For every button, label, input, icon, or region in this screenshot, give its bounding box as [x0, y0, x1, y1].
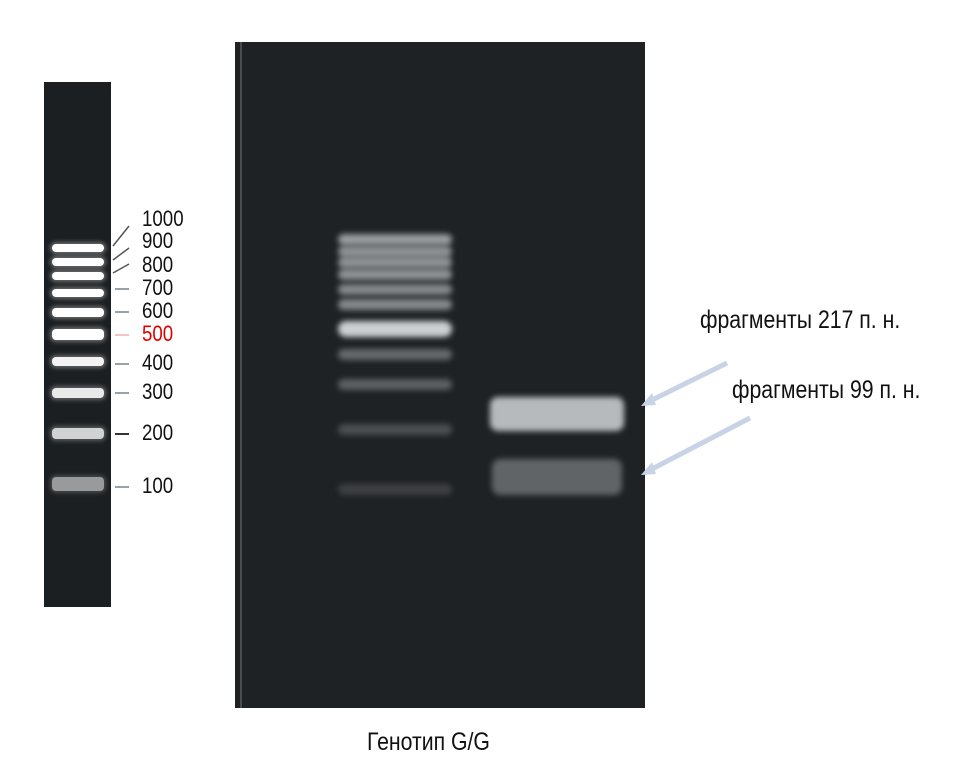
- ladder-band: [52, 272, 104, 280]
- ladder-label: 600: [142, 298, 174, 323]
- ladder-band: [52, 356, 104, 366]
- gel-ladder-band: [338, 257, 452, 268]
- ladder-tick: [115, 311, 129, 313]
- gel-ladder-band: [338, 379, 452, 390]
- gel-ladder-band: [338, 284, 452, 295]
- gel-ladder-band: [338, 349, 452, 360]
- ladder-tick: [115, 334, 129, 336]
- band-217bp: [490, 397, 624, 431]
- gel-ladder-band: [338, 484, 452, 495]
- band-99bp: [492, 459, 622, 495]
- gel-edge-line: [240, 42, 242, 708]
- ladder-label: 400: [142, 350, 174, 375]
- gel-ladder-band: [338, 234, 452, 245]
- ladder-tick: [112, 225, 130, 247]
- ladder-label: 300: [142, 379, 174, 404]
- ladder-band: [52, 307, 104, 317]
- ladder-band: [52, 328, 104, 340]
- genotype-caption: Генотип G/G: [367, 728, 490, 756]
- ladder-label: 800: [142, 252, 174, 277]
- ladder-band: [52, 244, 104, 252]
- arrow-217-head: [641, 393, 656, 406]
- ladder-tick: [115, 288, 129, 290]
- gel-ladder-band: [338, 269, 452, 280]
- gel-ladder-band: [338, 321, 452, 337]
- ladder-band: [52, 477, 104, 491]
- gel-image: [235, 42, 645, 708]
- ladder-tick: [115, 433, 129, 435]
- arrow-99-head: [641, 462, 656, 475]
- ladder-tick: [115, 392, 129, 394]
- ladder-band: [52, 289, 104, 297]
- ladder-band: [52, 427, 104, 439]
- ladder-band: [52, 258, 104, 266]
- arrow-99: [650, 415, 752, 472]
- dna-ladder-strip: [44, 82, 111, 607]
- ladder-label: 700: [142, 275, 174, 300]
- ladder-band: [52, 388, 104, 398]
- ladder-tick: [112, 263, 130, 274]
- gel-ladder-band: [338, 424, 452, 435]
- ladder-tick: [115, 486, 129, 488]
- ladder-label: 900: [142, 228, 174, 253]
- gel-ladder-band: [338, 299, 452, 310]
- arrow-217: [650, 360, 729, 403]
- ladder-tick: [112, 247, 130, 261]
- ladder-tick: [115, 363, 129, 365]
- ladder-label: 200: [142, 420, 174, 445]
- ladder-label: 1000: [142, 206, 184, 231]
- ladder-label: 500: [142, 321, 174, 346]
- ladder-label: 100: [142, 473, 174, 498]
- label-99-fragments: фрагменты 99 п. н.: [732, 376, 921, 404]
- label-217-fragments: фрагменты 217 п. н.: [700, 306, 901, 334]
- gel-ladder-band: [338, 246, 452, 257]
